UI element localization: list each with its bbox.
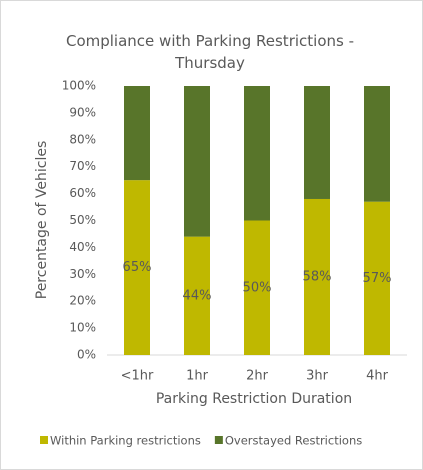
bar-segment xyxy=(304,86,330,199)
legend-swatch xyxy=(40,436,48,444)
bar-segment xyxy=(244,220,270,355)
bar-segment xyxy=(244,86,270,221)
y-tick-label: 90% xyxy=(69,105,96,119)
data-label: 50% xyxy=(243,280,272,295)
y-tick-label: 30% xyxy=(69,267,96,281)
x-tick-label: 3hr xyxy=(306,369,329,384)
y-tick-label: 10% xyxy=(69,321,96,335)
bar-segment xyxy=(184,236,210,355)
data-label: 58% xyxy=(303,269,332,284)
bar-segment xyxy=(124,86,150,181)
legend-label: Overstayed Restrictions xyxy=(225,434,362,448)
bar-segment xyxy=(364,86,390,202)
data-label: 57% xyxy=(363,271,392,286)
legend-swatch xyxy=(214,436,223,444)
x-tick-label: 4hr xyxy=(366,369,389,384)
y-tick-label: 100% xyxy=(62,79,96,93)
y-tick-label: 50% xyxy=(69,213,96,227)
data-label: 44% xyxy=(183,288,212,303)
x-tick-label: 1hr xyxy=(186,369,209,384)
x-axis-label: Parking Restriction Duration xyxy=(156,391,352,407)
legend-label: Within Parking restrictions xyxy=(50,434,201,448)
data-label: 65% xyxy=(123,260,152,275)
y-tick-label: 80% xyxy=(69,132,96,146)
x-tick-label: 2hr xyxy=(246,369,269,384)
y-tick-label: 60% xyxy=(69,186,96,200)
bar-segment xyxy=(364,201,390,355)
y-axis-label: Percentage of Vehicles xyxy=(34,141,50,300)
y-tick-label: 0% xyxy=(77,348,96,362)
y-tick-label: 70% xyxy=(69,159,96,173)
y-tick-label: 40% xyxy=(69,240,96,254)
chart-title: Compliance with Parking Restrictions - T… xyxy=(65,32,355,72)
bar-segment xyxy=(304,198,330,355)
bar-segment xyxy=(184,86,210,237)
bar-segment xyxy=(124,180,150,355)
y-tick-label: 20% xyxy=(69,294,96,308)
x-tick-label: <1hr xyxy=(121,369,154,384)
